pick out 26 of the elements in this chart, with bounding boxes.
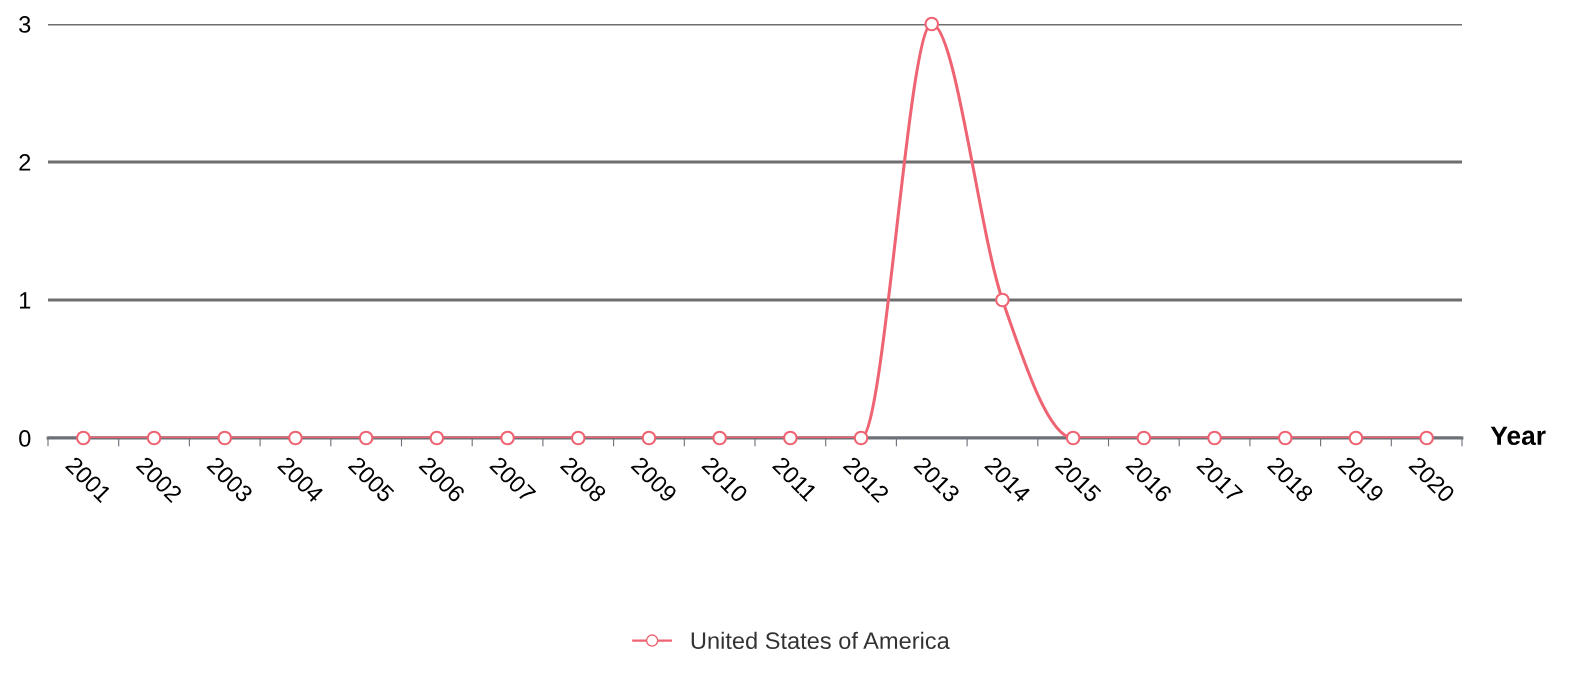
point	[641, 430, 657, 446]
point	[500, 430, 515, 446]
point	[853, 430, 869, 446]
y-tick-label: 0	[19, 430, 31, 447]
legend-label: United States of America	[691, 631, 950, 650]
point	[1277, 430, 1293, 446]
point	[146, 430, 162, 446]
point	[924, 16, 940, 32]
point	[1207, 430, 1222, 446]
point	[76, 430, 91, 446]
y-tick-label: 1	[20, 292, 31, 309]
point	[1065, 430, 1081, 446]
y-tick-label: 2	[19, 154, 31, 171]
x-axis-title: Year	[1490, 426, 1546, 446]
point	[995, 292, 1010, 308]
point	[1136, 430, 1152, 446]
point	[570, 430, 586, 446]
point	[217, 430, 233, 446]
y-tick-label: 3	[19, 16, 31, 33]
point	[288, 430, 303, 446]
point	[783, 430, 798, 446]
point	[712, 430, 727, 446]
point	[1419, 430, 1434, 446]
point	[1348, 430, 1364, 446]
point	[429, 430, 445, 446]
point	[358, 430, 374, 446]
